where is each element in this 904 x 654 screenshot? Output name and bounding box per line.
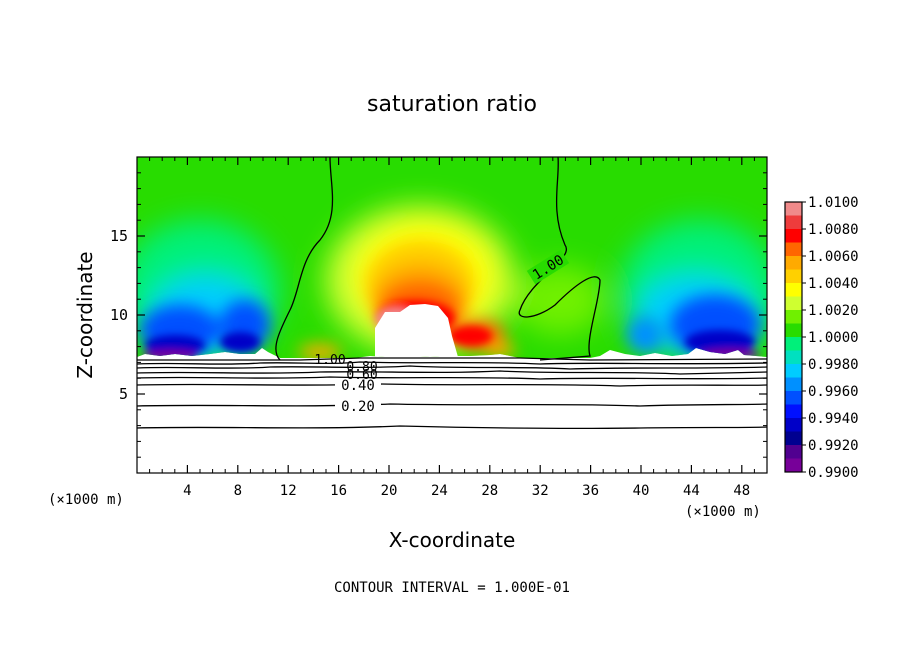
- contour-line: [137, 365, 767, 370]
- colorbar-swatch: [785, 391, 802, 405]
- x-axis-ticks: 4 8 12 16 20 24 28 32 36 40 44 48: [149, 157, 755, 499]
- x-tick-label: 20: [381, 483, 398, 499]
- colorbar-label: 1.0080: [808, 222, 859, 238]
- colorbar-swatch: [785, 229, 802, 243]
- x-tick-label: 40: [633, 483, 650, 499]
- contour-lines: [137, 157, 767, 430]
- x-tick-label: 4: [183, 483, 191, 499]
- heatmap-field: [137, 157, 767, 358]
- x-unit-label-right: (×1000 m): [685, 504, 761, 520]
- contour-label: 0.80: [346, 360, 377, 375]
- y-axis-label: Z-coordinate: [73, 251, 97, 378]
- y-tick-label: 5: [119, 385, 128, 403]
- x-tick-label: 36: [582, 483, 599, 499]
- colorbar-label: 1.0040: [808, 276, 859, 292]
- contour-line: [275, 157, 334, 361]
- contour-line: [137, 361, 767, 365]
- colorbar-swatch: [785, 242, 802, 257]
- contour-line: [137, 383, 767, 387]
- colorbar-label: 1.0060: [808, 249, 859, 265]
- x-unit-label-left: (×1000 m): [48, 492, 124, 508]
- contour-label: 0.20: [341, 399, 375, 415]
- x-tick-label: 24: [431, 483, 448, 499]
- x-tick-label: 16: [330, 483, 347, 499]
- x-tick-label: 28: [481, 483, 498, 499]
- colorbar-swatch: [785, 404, 802, 419]
- colorbar-swatch: [785, 458, 802, 473]
- x-tick-label: 44: [683, 483, 700, 499]
- x-tick-label: 48: [733, 483, 750, 499]
- colorbar-swatch: [785, 445, 802, 459]
- y-tick-label: 15: [110, 227, 128, 245]
- colorbar-swatch: [785, 377, 802, 392]
- contour-interval-note: CONTOUR INTERVAL = 1.000E-01: [334, 580, 570, 596]
- colorbar-swatch: [785, 337, 802, 351]
- contour-line: [137, 357, 767, 361]
- colorbar-label: 0.9940: [808, 411, 859, 427]
- colorbar-swatch: [785, 296, 802, 311]
- colorbar-swatch: [785, 350, 802, 365]
- colorbar-label: 1.0100: [808, 195, 859, 211]
- colorbar-swatch: [785, 431, 802, 446]
- colorbar-label: 0.9900: [808, 465, 859, 481]
- colorbar-swatch: [785, 269, 802, 284]
- x-tick-label: 12: [280, 483, 297, 499]
- colorbar-label: 1.0000: [808, 330, 859, 346]
- contour-line: [137, 376, 767, 380]
- colorbar-swatch: [785, 256, 802, 270]
- contour-line: [137, 403, 767, 407]
- contour-label: 0.40: [341, 378, 375, 394]
- x-tick-label: 32: [532, 483, 549, 499]
- contour-line: [518, 157, 601, 361]
- colorbar-swatch: [785, 283, 802, 297]
- colorbar-label: 0.9920: [808, 438, 859, 454]
- undefined-region: [375, 304, 458, 357]
- contour-label: 1.00: [314, 353, 345, 368]
- colorbar-swatch: [785, 310, 802, 324]
- colorbar-swatch: [785, 364, 802, 378]
- y-axis-ticks: 5 10 15: [110, 172, 767, 458]
- colorbar-label: 0.9960: [808, 384, 859, 400]
- colorbar-label: 0.9980: [808, 357, 859, 373]
- x-axis-label: X-coordinate: [389, 528, 516, 552]
- y-tick-label: 10: [110, 306, 128, 324]
- contour-line: [137, 370, 767, 375]
- x-tick-label: 8: [234, 483, 242, 499]
- colorbar-swatch: [785, 215, 802, 230]
- plot-area: 1.00 1.00 0.80 0.60 0.40 0.20: [136, 156, 768, 474]
- contour-line: [137, 425, 767, 430]
- colorbar-label: 1.0020: [808, 303, 859, 319]
- colorbar-swatch: [785, 323, 802, 338]
- chart-title: saturation ratio: [367, 92, 537, 117]
- colorbar-swatch: [785, 202, 802, 216]
- colorbar-swatch: [785, 418, 802, 432]
- colorbar: 1.0100 1.0080 1.0060 1.0040 1.0020 1.0000 0.99…: [784, 195, 859, 481]
